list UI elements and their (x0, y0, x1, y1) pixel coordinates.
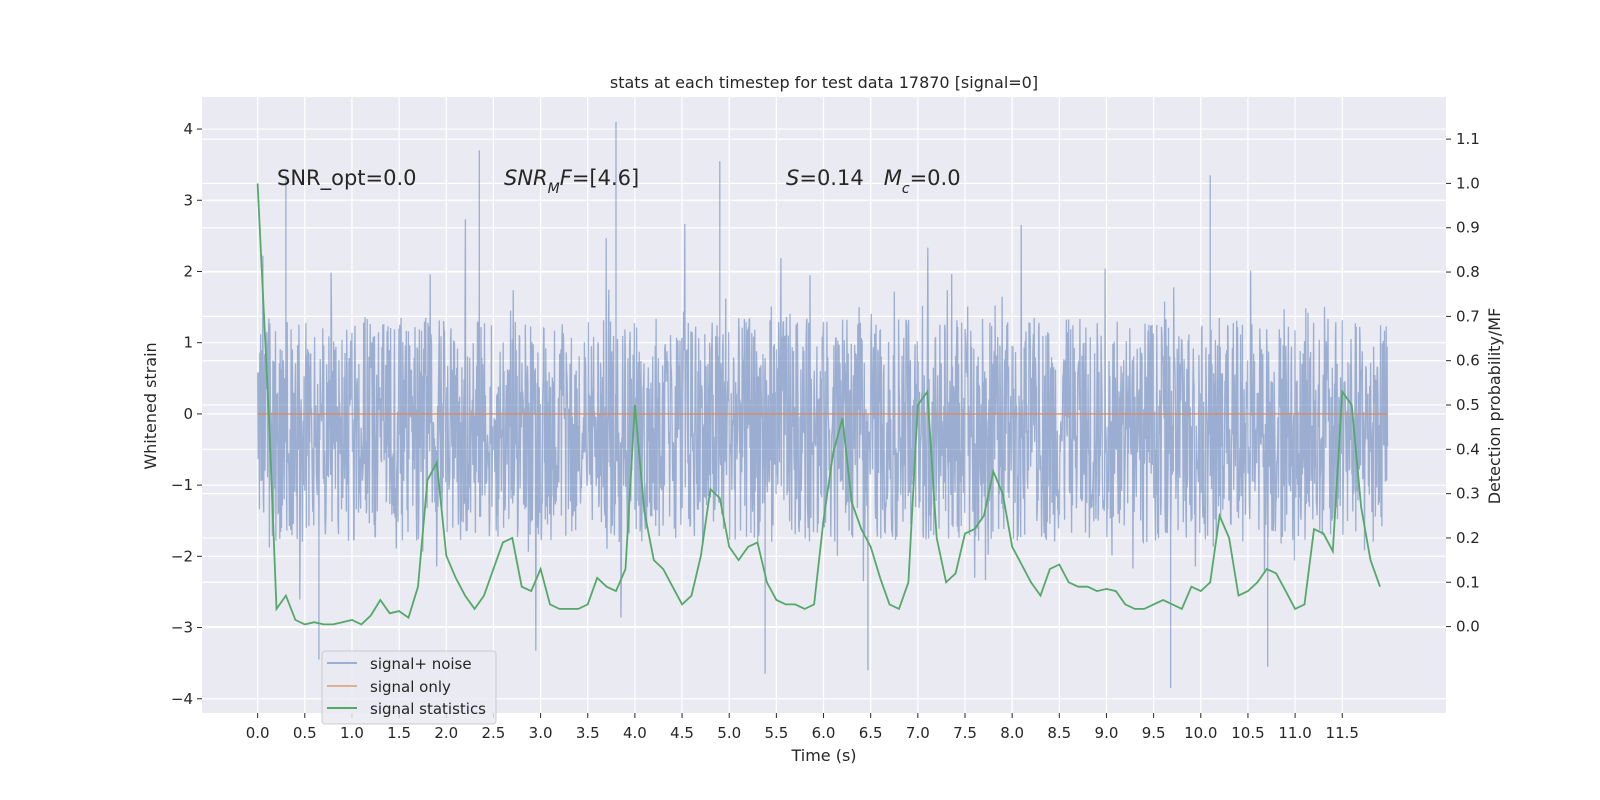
y2-tick-label: 0.3 (1456, 485, 1480, 503)
y2-tick-label: 0.0 (1456, 618, 1480, 636)
x-tick-label: 0.5 (293, 724, 317, 742)
y2-tick-label: 0.5 (1456, 396, 1480, 414)
x-tick-label: 11.0 (1278, 724, 1311, 742)
y-tick-label: −2 (171, 547, 193, 565)
y2-axis-label: Detection probability/MF (1485, 308, 1504, 505)
y2-tick-label: 0.8 (1456, 263, 1480, 281)
y-tick-label: −3 (171, 619, 193, 637)
x-tick-label: 10.5 (1231, 724, 1264, 742)
y-tick-label: 3 (183, 191, 193, 209)
y-tick-label: 4 (183, 120, 193, 138)
y2-tick-label: 1.1 (1456, 130, 1480, 148)
y2-tick-label: 0.7 (1456, 307, 1480, 325)
y2-tick-label: 0.1 (1456, 573, 1480, 591)
y2-axis-ticks: 0.0 0.1 0.2 0.3 0.4 0.5 0.6 0.7 0.8 0.9 1.0 1.1 (1446, 130, 1480, 636)
y-tick-label: −1 (171, 476, 193, 494)
legend-box (321, 650, 497, 725)
x-tick-label: 5.5 (764, 724, 788, 742)
legend: signal+ noise signal only signal statist… (321, 650, 497, 725)
x-tick-label: 11.5 (1326, 724, 1359, 742)
annotation-snr-mf: SNRMF=[4.6] (504, 166, 639, 197)
y-axis-ticks: −4 −3 −2 −1 0 1 2 3 4 (171, 120, 202, 708)
x-tick-label: 6.5 (859, 724, 883, 742)
legend-label-noise: signal+ noise (370, 655, 472, 673)
annotation-s-mc: S=0.14 Mc=0.0 (786, 166, 961, 197)
series-layer (256, 183, 1388, 626)
x-tick-label: 0.0 (246, 724, 270, 742)
x-tick-label: 3.0 (529, 724, 553, 742)
x-tick-label: 8.0 (1000, 724, 1024, 742)
x-tick-label: 10.0 (1184, 724, 1217, 742)
chart-title: stats at each timestep for test data 178… (610, 73, 1038, 92)
y2-tick-label: 1.0 (1456, 174, 1480, 192)
x-tick-label: 2.0 (434, 724, 458, 742)
x-tick-label: 5.0 (717, 724, 741, 742)
y-axis-label: Whitened strain (141, 342, 160, 469)
x-tick-label: 9.0 (1095, 724, 1119, 742)
x-tick-label: 6.0 (812, 724, 836, 742)
y-tick-label: 0 (183, 405, 193, 423)
annotations: SNR_opt=0.0 SNRMF=[4.6] S=0.14 Mc=0.0 (277, 166, 961, 197)
annotation-snr-opt: SNR_opt=0.0 (277, 166, 417, 191)
x-tick-label: 7.5 (953, 724, 977, 742)
x-tick-label: 3.5 (576, 724, 600, 742)
x-tick-label: 8.5 (1047, 724, 1071, 742)
x-tick-label: 1.5 (387, 724, 411, 742)
x-axis-label: Time (s) (790, 746, 856, 765)
x-tick-label: 2.5 (482, 724, 506, 742)
x-tick-label: 9.5 (1142, 724, 1166, 742)
signal-statistics-line (256, 183, 1381, 626)
x-tick-label: 1.0 (340, 724, 364, 742)
y2-tick-label: 0.6 (1456, 352, 1480, 370)
y-tick-label: 2 (183, 262, 193, 280)
x-tick-label: 7.0 (906, 724, 930, 742)
y2-tick-label: 0.4 (1456, 440, 1480, 458)
y2-tick-label: 0.2 (1456, 529, 1480, 547)
y-tick-label: 1 (183, 334, 193, 352)
legend-label-signal-only: signal only (370, 678, 451, 696)
y2-tick-label: 0.9 (1456, 219, 1480, 237)
x-tick-label: 4.0 (623, 724, 647, 742)
y-tick-label: −4 (171, 690, 193, 708)
x-axis-ticks: 0.0 0.5 1.0 1.5 2.0 2.5 3.0 3.5 4.0 4.5 5.0 5.5 6.0 6… (246, 713, 1359, 742)
legend-label-signal-statistics: signal statistics (370, 700, 486, 718)
x-tick-label: 4.5 (670, 724, 694, 742)
